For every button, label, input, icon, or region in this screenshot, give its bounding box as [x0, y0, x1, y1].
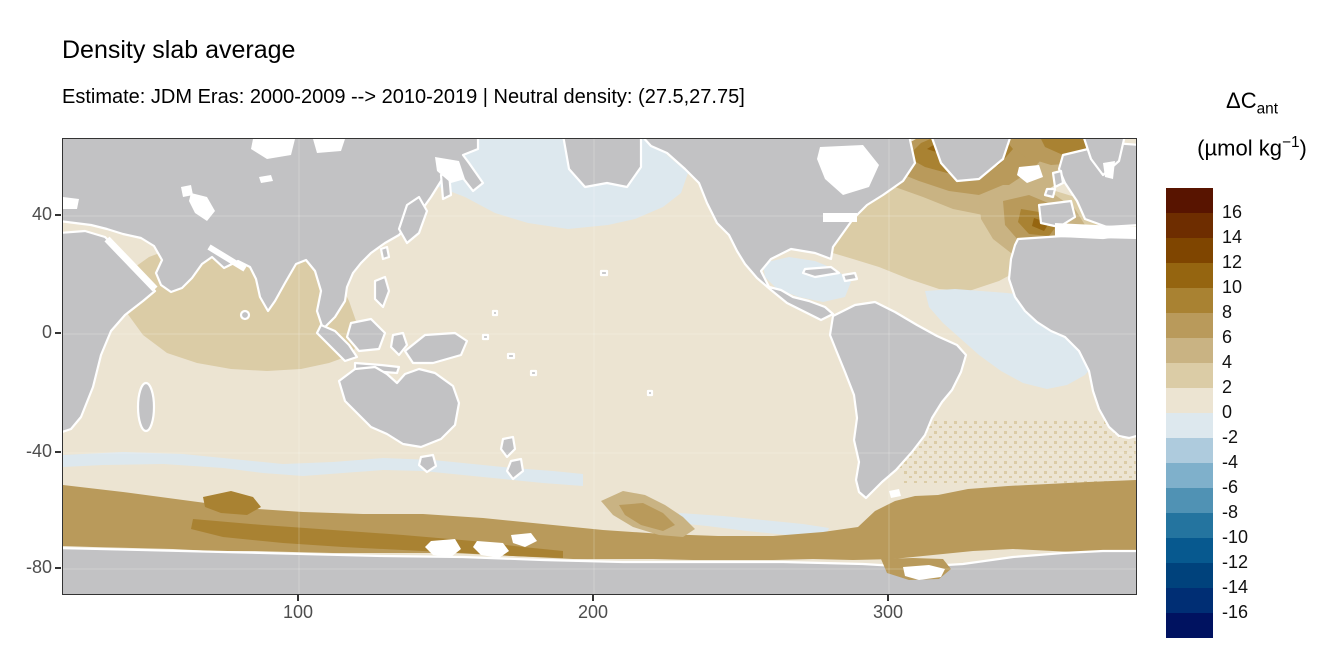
- legend-title: ΔCant: [1226, 88, 1278, 118]
- new-guinea: [403, 331, 469, 365]
- legend-tick-label: -12: [1222, 552, 1249, 572]
- baikal: [259, 175, 273, 183]
- y-tick-mark: [55, 332, 61, 334]
- legend-tick-label: 12: [1222, 252, 1243, 272]
- no-data-patches: [63, 139, 1136, 498]
- sulawesi: [389, 331, 409, 357]
- iberia: [1037, 199, 1077, 229]
- british-isles: [1051, 169, 1065, 189]
- caspian: [189, 193, 215, 221]
- x-tick-label: 100: [282, 602, 314, 622]
- landmasses: [63, 139, 1136, 500]
- legend-tick-label: -2: [1222, 427, 1239, 447]
- y-tick-label: 0: [41, 322, 52, 342]
- map-panel: [62, 138, 1137, 595]
- africa-east-edge: [1007, 232, 1136, 440]
- y-tick-label: 40: [31, 204, 52, 224]
- antarctica-grey: [63, 533, 1136, 594]
- page-title: Density slab average: [62, 36, 296, 64]
- graticule: [63, 139, 1136, 594]
- legend-tick-label: 14: [1222, 227, 1243, 247]
- legend-tick-label: 16: [1222, 202, 1243, 222]
- y-tick-label: -40: [25, 441, 52, 461]
- legend-swatch: [1166, 488, 1213, 513]
- legend-tick-label: 2: [1222, 377, 1233, 397]
- y-tick-mark: [55, 214, 61, 216]
- legend-swatch: [1166, 188, 1213, 213]
- y-tick-mark: [55, 451, 61, 453]
- legend-swatch: [1166, 238, 1213, 263]
- legend-swatch: [1166, 463, 1213, 488]
- sumatra: [315, 323, 359, 363]
- legend-swatch: [1166, 338, 1213, 363]
- legend-tick-label: -10: [1222, 527, 1249, 547]
- legend-tick-label: -16: [1222, 602, 1249, 622]
- aral: [181, 185, 193, 197]
- falklands: [889, 489, 901, 498]
- x-tick-label: 300: [872, 602, 904, 622]
- legend-tick-label: -6: [1222, 477, 1239, 497]
- legend-tick-label: -14: [1222, 577, 1249, 597]
- legend-swatch: [1166, 588, 1213, 613]
- y-tick-label: -80: [25, 557, 52, 577]
- great-lakes: [823, 213, 857, 222]
- legend-swatch: [1166, 263, 1213, 288]
- x-tick-mark: [592, 595, 594, 601]
- madagascar: [136, 381, 156, 433]
- sri-lanka: [239, 309, 251, 321]
- legend-swatch: [1166, 613, 1213, 638]
- greenland: [931, 139, 1011, 183]
- x-tick-label: 200: [577, 602, 609, 622]
- taiwan: [379, 245, 391, 261]
- philippines: [373, 275, 391, 309]
- legend-tick-label: -4: [1222, 452, 1239, 472]
- world-map-svg: [63, 139, 1136, 594]
- legend-swatch: [1166, 388, 1213, 413]
- legend-tick-label: 0: [1222, 402, 1233, 422]
- tasmania: [417, 453, 438, 474]
- hawaii: [599, 269, 609, 277]
- legend-tick-label: -8: [1222, 502, 1239, 522]
- legend-units: (µmol kg−1): [1197, 134, 1307, 161]
- legend-swatch: [1166, 313, 1213, 338]
- borneo: [345, 317, 387, 353]
- legend-colorbar: [1166, 188, 1213, 638]
- legend-tick-label: 8: [1222, 302, 1233, 322]
- baltic: [1103, 161, 1115, 179]
- legend-swatch: [1166, 438, 1213, 463]
- legend-tick-label: 6: [1222, 327, 1233, 347]
- south-america: [828, 300, 968, 500]
- red-sea: [104, 236, 158, 292]
- legend-tick-label: 10: [1222, 277, 1243, 297]
- legend-swatch: [1166, 288, 1213, 313]
- cuba: [801, 265, 841, 279]
- legend-swatch: [1166, 513, 1213, 538]
- mediterranean: [1055, 223, 1136, 239]
- legend-swatch: [1166, 213, 1213, 238]
- sea-of-okhotsk: [435, 157, 465, 183]
- y-tick-mark: [55, 567, 61, 569]
- figure-subtitle: Estimate: JDM Eras: 2000-2009 --> 2010-2…: [62, 86, 745, 108]
- legend-tick-label: 4: [1222, 352, 1233, 372]
- legend-swatch: [1166, 563, 1213, 588]
- new-zealand: [499, 435, 517, 459]
- legend-swatch: [1166, 363, 1213, 388]
- black-sea: [63, 197, 79, 209]
- legend-swatch: [1166, 413, 1213, 438]
- x-tick-mark: [887, 595, 889, 601]
- iceland: [1017, 165, 1043, 183]
- alaska: [562, 139, 643, 189]
- australia: [337, 365, 461, 449]
- legend-swatch: [1166, 538, 1213, 563]
- japan: [397, 195, 429, 245]
- x-tick-mark: [297, 595, 299, 601]
- hudson-bay: [817, 145, 879, 195]
- persian-gulf: [207, 244, 247, 272]
